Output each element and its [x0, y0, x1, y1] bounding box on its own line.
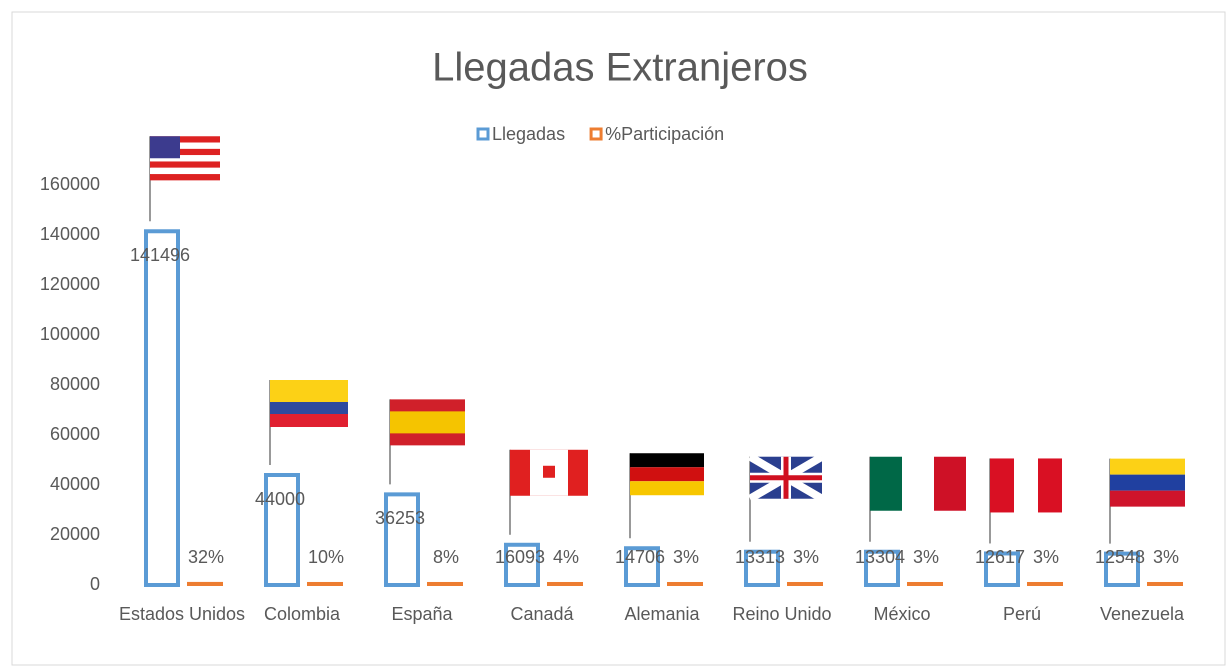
y-tick-label: 0 [90, 574, 100, 594]
y-tick-label: 100000 [40, 324, 100, 344]
data-label: 36253 [375, 508, 425, 528]
bar [667, 581, 703, 586]
flag-stripe [1014, 458, 1038, 513]
flag-stripe [270, 414, 348, 427]
flag-stripe [934, 456, 966, 511]
flag-stripe [150, 142, 220, 149]
x-tick-label: Alemania [624, 604, 700, 624]
y-tick-label: 40000 [50, 474, 100, 494]
x-tick-label: Colombia [264, 604, 341, 624]
flag-stripe [270, 402, 348, 414]
x-tick-label: Estados Unidos [119, 604, 245, 624]
data-label: 3% [1033, 547, 1059, 567]
flag-stripe [1110, 490, 1185, 507]
bar [744, 549, 780, 588]
data-label: 3% [673, 547, 699, 567]
flag-leaf [543, 465, 555, 478]
flag-stripe [870, 456, 902, 511]
bar [307, 581, 343, 586]
y-tick-label: 120000 [40, 274, 100, 294]
data-label: 141496 [130, 245, 190, 265]
flag-stripe [990, 458, 1014, 513]
flag-stripe [150, 148, 220, 156]
data-label: 13313 [735, 547, 785, 567]
data-label: 12617 [975, 547, 1025, 567]
bar [144, 229, 180, 587]
bar [907, 581, 943, 586]
bar [264, 473, 300, 587]
x-tick-label: Reino Unido [732, 604, 831, 624]
data-label: 10% [308, 547, 344, 567]
flag-stripe [1110, 458, 1185, 475]
flag-stripe [150, 161, 220, 168]
data-label: 3% [913, 547, 939, 567]
flag-stripe [630, 467, 704, 482]
flag-canton [150, 136, 180, 159]
flag-stripe [150, 136, 220, 143]
flag [510, 449, 588, 496]
flag [990, 458, 1062, 513]
x-tick-label: Venezuela [1100, 604, 1185, 624]
data-label: 14706 [615, 547, 665, 567]
flag [870, 456, 966, 511]
flag-stripe [630, 453, 704, 468]
bar [864, 549, 900, 587]
legend-label: %Participación [605, 124, 724, 144]
flag [150, 136, 220, 181]
flag-stripe [150, 167, 220, 175]
y-tick-label: 80000 [50, 374, 100, 394]
flag-stripe [1038, 458, 1062, 513]
flag-stripe [390, 411, 465, 434]
data-label: 16093 [495, 547, 545, 567]
data-label: 44000 [255, 489, 305, 509]
x-tick-label: Perú [1003, 604, 1041, 624]
x-tick-label: Canadá [510, 604, 574, 624]
flag-stripe [630, 481, 704, 496]
flag-cross [750, 456, 822, 499]
flag-stripe [902, 456, 934, 511]
data-label: 3% [1153, 547, 1179, 567]
data-label: 4% [553, 547, 579, 567]
y-tick-label: 20000 [50, 524, 100, 544]
chart-border [11, 11, 1226, 666]
flag [270, 380, 348, 427]
bar [547, 581, 583, 586]
legend-swatch [476, 127, 490, 141]
data-label: 3% [793, 547, 819, 567]
flag [630, 453, 704, 496]
data-label: 13304 [855, 547, 905, 567]
flag [390, 399, 465, 446]
bar [187, 581, 223, 586]
flag-stripe [1110, 474, 1185, 491]
x-tick-label: España [391, 604, 453, 624]
data-label: 8% [433, 547, 459, 567]
bar [624, 546, 660, 587]
bar [504, 542, 540, 588]
bar [1104, 551, 1140, 588]
x-tick-label: México [873, 604, 930, 624]
bar [984, 551, 1020, 588]
bar [787, 581, 823, 586]
bar [427, 581, 463, 586]
y-tick-label: 160000 [40, 174, 100, 194]
bar [1147, 581, 1183, 586]
flag-stripe [270, 380, 348, 402]
data-label: 32% [188, 547, 224, 567]
flag-stripe [150, 174, 220, 181]
chart-title: Llegadas Extranjeros [432, 46, 808, 90]
legend-swatch [589, 127, 603, 141]
legend-label: Llegadas [492, 124, 565, 144]
y-tick-label: 60000 [50, 424, 100, 444]
flag [1110, 458, 1185, 507]
flag-stripe [150, 155, 220, 162]
bar [1027, 581, 1063, 586]
bar [384, 492, 420, 587]
y-tick-label: 140000 [40, 224, 100, 244]
flag [747, 453, 825, 503]
data-label: 12548 [1095, 547, 1145, 567]
